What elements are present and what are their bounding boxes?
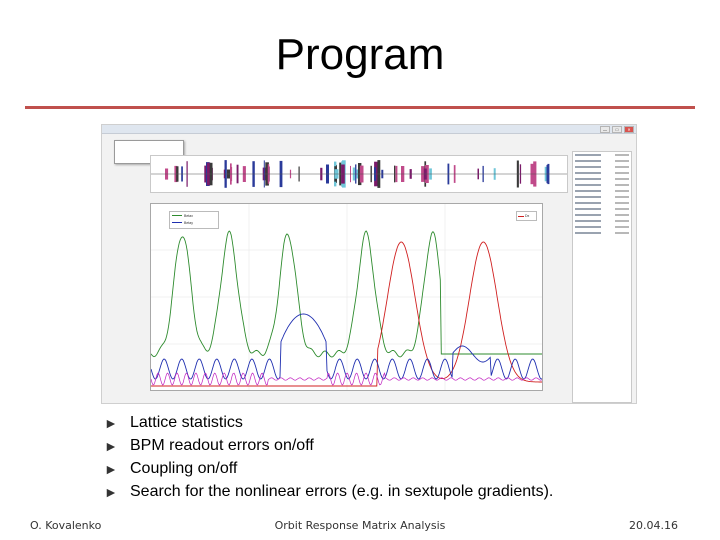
legend-entry: Betay (170, 219, 218, 226)
close-button[interactable]: ✕ (624, 126, 634, 133)
bullet-text: BPM readout errors on/off (130, 436, 314, 454)
bullet-text: Coupling on/off (130, 459, 238, 477)
property-row (573, 218, 631, 224)
legend-label: Dx (525, 214, 530, 218)
property-value (615, 166, 629, 168)
property-row (573, 200, 631, 206)
property-value (615, 154, 629, 156)
legend-entry: Betax (170, 212, 218, 219)
minimize-button[interactable]: — (600, 126, 610, 133)
lattice-element-strip (150, 155, 568, 193)
property-value (615, 208, 629, 210)
bullet-item: ► Lattice statistics (104, 411, 553, 434)
plot-legend-right: Dx (516, 211, 537, 221)
property-key (575, 160, 601, 162)
property-key (575, 220, 601, 222)
property-row (573, 164, 631, 170)
property-row (573, 206, 631, 212)
legend-swatch (172, 222, 182, 223)
property-key (575, 190, 601, 192)
beta-function-plot: Betax Betay Dx (150, 203, 543, 391)
legend-swatch (172, 215, 182, 216)
property-key (575, 166, 601, 168)
property-key (575, 154, 601, 156)
property-value (615, 190, 629, 192)
footer-title: Orbit Response Matrix Analysis (274, 519, 446, 532)
dropdown-item[interactable] (115, 148, 183, 155)
property-key (575, 214, 601, 216)
title-divider (25, 106, 695, 109)
bullet-arrow-icon: ► (104, 437, 118, 454)
bullet-list: ► Lattice statistics ► BPM readout error… (104, 411, 553, 503)
dropdown-item[interactable] (115, 141, 183, 148)
property-value (615, 214, 629, 216)
property-row (573, 188, 631, 194)
application-screenshot: — □ ✕ (101, 124, 637, 404)
property-value (615, 160, 629, 162)
plot-canvas (150, 204, 543, 390)
bullet-item: ► Coupling on/off (104, 457, 553, 480)
betay-curve (150, 313, 543, 380)
property-row (573, 182, 631, 188)
property-row (573, 176, 631, 182)
bullet-arrow-icon: ► (104, 460, 118, 477)
property-row (573, 224, 631, 230)
bullet-text: Search for the nonlinear errors (e.g. in… (130, 482, 554, 500)
property-key (575, 178, 601, 180)
property-value (615, 172, 629, 174)
dx-curve (151, 241, 542, 387)
bullet-item: ► BPM readout errors on/off (104, 434, 553, 457)
footer-date: 20.04.16 (629, 519, 678, 532)
property-row (573, 170, 631, 176)
bullet-text: Lattice statistics (130, 413, 243, 431)
legend-label: Betay (184, 220, 193, 225)
property-key (575, 202, 601, 204)
property-key (575, 172, 601, 174)
property-row (573, 158, 631, 164)
property-row (573, 194, 631, 200)
property-row (573, 152, 631, 158)
property-value (615, 232, 629, 234)
property-value (615, 178, 629, 180)
footer-author: O. Kovalenko (30, 519, 102, 532)
bullet-item: ► Search for the nonlinear errors (e.g. … (104, 480, 553, 503)
maximize-button[interactable]: □ (612, 126, 622, 133)
property-key (575, 208, 601, 210)
property-key (575, 226, 601, 228)
secondary-curve (150, 372, 543, 386)
property-row (573, 212, 631, 218)
property-key (575, 196, 601, 198)
window-titlebar: — □ ✕ (102, 125, 636, 134)
slide-title: Program (275, 30, 445, 79)
property-value (615, 220, 629, 222)
property-value (615, 226, 629, 228)
property-value (615, 202, 629, 204)
property-value (615, 196, 629, 198)
plot-legend: Betax Betay (169, 211, 219, 229)
property-row (573, 230, 631, 236)
bullet-arrow-icon: ► (104, 414, 118, 431)
dropdown-menu[interactable] (114, 140, 184, 164)
legend-label: Betax (184, 213, 193, 218)
property-key (575, 184, 601, 186)
property-value (615, 184, 629, 186)
legend-swatch (518, 215, 524, 217)
property-key (575, 232, 601, 234)
properties-panel (572, 151, 632, 403)
betax-curve (150, 230, 542, 358)
window-controls: — □ ✕ (600, 126, 634, 133)
plot-grid (151, 204, 542, 390)
bullet-arrow-icon: ► (104, 483, 118, 500)
